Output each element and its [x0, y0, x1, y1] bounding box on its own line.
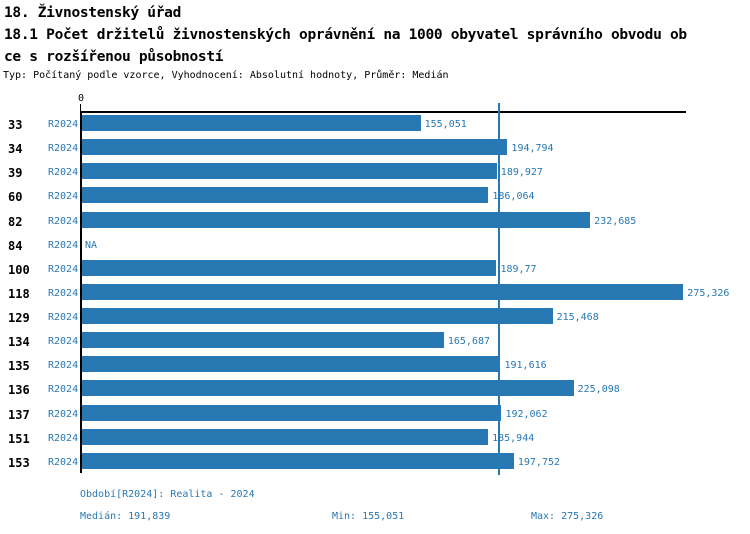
chart-title-line-1: 18.1 Počet držitelů živnostenských opráv… — [4, 27, 687, 43]
bar — [82, 163, 497, 180]
y-axis-line — [80, 111, 82, 473]
bar-value-label: 165,687 — [447, 336, 491, 348]
chart-row: 84 R2024 NA — [0, 232, 750, 256]
chart-row: 136 R2024 225,098 — [0, 376, 750, 400]
chart-row: 60 R2024 186,064 — [0, 183, 750, 207]
row-period-label: R2024 — [48, 215, 79, 227]
bar — [82, 332, 444, 349]
bar-value-label: 191,616 — [504, 360, 547, 372]
row-code-label: 135 — [8, 359, 30, 374]
row-period-label: R2024 — [48, 312, 79, 324]
row-period-label: R2024 — [48, 336, 79, 348]
footer-median-stat: Medián: 191,839 — [80, 511, 171, 522]
row-period-label: R2024 — [48, 360, 79, 372]
bar — [82, 187, 489, 204]
x-axis-zero-tick — [80, 104, 81, 111]
row-period-label: R2024 — [48, 119, 79, 130]
row-code-label: 137 — [8, 407, 30, 422]
bar — [82, 115, 421, 131]
row-code-label: 136 — [8, 383, 30, 398]
footer-min-stat: Min: 155,051 — [332, 511, 405, 522]
row-code-label: 39 — [8, 166, 23, 181]
x-axis-line — [80, 111, 686, 113]
row-code-label: 134 — [8, 335, 30, 350]
bar-value-label: 215,468 — [556, 312, 599, 324]
bar — [82, 139, 508, 156]
chart-subtitle: Typ: Počítaný podle vzorce, Vyhodnocení:… — [3, 70, 449, 81]
row-code-label: 84 — [8, 238, 23, 253]
bar-value-label: 194,794 — [511, 143, 554, 155]
chart-row: 137 R2024 192,062 — [0, 401, 750, 425]
footer-max-stat: Max: 275,326 — [531, 511, 604, 522]
bar — [82, 452, 514, 469]
row-code-label: 118 — [8, 286, 30, 301]
bar — [82, 283, 684, 300]
bar-value-label: 275,326 — [687, 287, 730, 299]
bar-value-label: 155,051 — [424, 119, 467, 130]
row-code-label: 151 — [8, 431, 30, 446]
chart-row: 33 R2024 155,051 — [0, 111, 750, 135]
row-period-label: R2024 — [48, 432, 79, 444]
bar — [82, 380, 574, 397]
chart-row: 135 R2024 191,616 — [0, 352, 750, 376]
row-period-label: R2024 — [48, 456, 79, 468]
bar-value-label: 225,098 — [577, 384, 620, 396]
bar-value-label: 186,064 — [492, 191, 535, 203]
chart-row: 151 R2024 185,944 — [0, 425, 750, 449]
chart-plot-area: 33 R2024 155,051 34 R2024 194,794 39 R20… — [0, 111, 750, 473]
chart-title-line-2: ce s rozšířenou působností — [4, 49, 224, 65]
row-period-label: R2024 — [48, 167, 79, 179]
chart-row: 153 R2024 197,752 — [0, 449, 750, 473]
row-period-label: R2024 — [48, 263, 79, 275]
bar — [82, 428, 489, 445]
row-code-label: 34 — [8, 142, 23, 157]
bar — [82, 404, 502, 421]
bar-value-label: NA — [85, 239, 98, 251]
bar — [82, 259, 497, 276]
bar — [82, 308, 553, 325]
bar-value-label: 189,927 — [500, 167, 543, 179]
row-period-label: R2024 — [48, 384, 79, 396]
chart-row: 34 R2024 194,794 — [0, 135, 750, 159]
row-code-label: 100 — [8, 262, 30, 277]
row-code-label: 153 — [8, 455, 30, 470]
report-section-title: 18. Živnostenský úřad — [4, 5, 182, 21]
row-period-label: R2024 — [48, 239, 79, 251]
chart-row: 82 R2024 232,685 — [0, 208, 750, 232]
row-period-label: R2024 — [48, 143, 79, 155]
chart-row: 134 R2024 165,687 — [0, 328, 750, 352]
bar-value-label: 189,77 — [500, 263, 537, 275]
x-axis-zero-tick-label: 0 — [77, 93, 85, 104]
bar-value-label: 192,062 — [505, 408, 548, 420]
chart-row: 118 R2024 275,326 — [0, 280, 750, 304]
row-code-label: 60 — [8, 190, 23, 205]
chart-row: 39 R2024 189,927 — [0, 159, 750, 183]
row-period-label: R2024 — [48, 191, 79, 203]
bar-value-label: 232,685 — [594, 215, 637, 227]
chart-row: 100 R2024 189,77 — [0, 256, 750, 280]
row-code-label: 82 — [8, 214, 23, 229]
chart-row: 129 R2024 215,468 — [0, 304, 750, 328]
bar — [82, 356, 501, 373]
footer-period-note: Období[R2024]: Realita - 2024 — [80, 489, 255, 500]
bar — [82, 211, 591, 228]
bar-value-label: 185,944 — [492, 432, 535, 444]
row-code-label: 33 — [8, 118, 23, 132]
row-period-label: R2024 — [48, 287, 79, 299]
bar-value-label: 197,752 — [517, 456, 561, 468]
row-period-label: R2024 — [48, 408, 79, 420]
row-code-label: 129 — [8, 311, 30, 326]
